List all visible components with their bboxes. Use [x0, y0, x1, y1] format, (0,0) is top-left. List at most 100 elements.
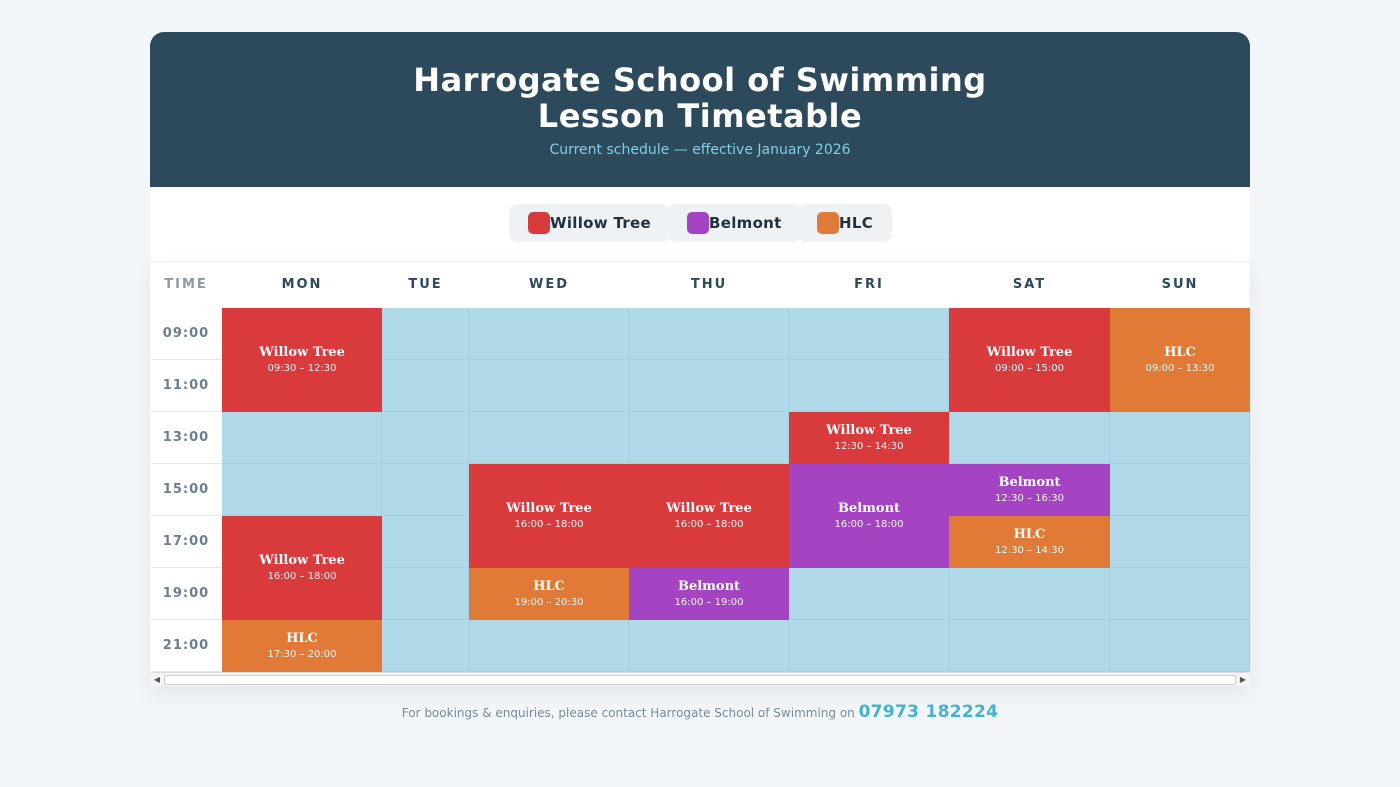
column-header-time: TIME — [164, 277, 208, 292]
empty-slot-thu[interactable] — [629, 412, 789, 464]
lesson-venue: Belmont — [837, 500, 901, 516]
time-label: 15:00 — [150, 464, 222, 516]
time-label: 19:00 — [150, 568, 222, 620]
lesson-block-willow-tree[interactable]: Willow Tree 16:00 – 18:00 — [469, 464, 629, 568]
lesson-block-willow-tree[interactable]: Willow Tree 16:00 – 18:00 — [629, 464, 789, 568]
lesson-block-belmont[interactable]: Belmont 16:00 – 19:00 — [629, 568, 789, 620]
time-label: 21:00 — [150, 620, 222, 672]
empty-slot-fri[interactable] — [789, 568, 949, 620]
lesson-venue: Willow Tree — [666, 500, 752, 516]
lesson-block-willow-tree[interactable]: Willow Tree 16:00 – 18:00 — [222, 516, 382, 620]
scroll-right-arrow-icon[interactable]: ▶ — [1239, 675, 1247, 684]
empty-slot-wed[interactable] — [469, 360, 629, 412]
column-header-fri: FRI — [854, 277, 884, 292]
lesson-time: 16:00 – 18:00 — [514, 518, 584, 530]
empty-slot-mon[interactable] — [222, 464, 382, 516]
lesson-block-hlc[interactable]: HLC 09:00 – 13:30 — [1110, 308, 1250, 412]
footer-text: For bookings & enquiries, please contact… — [401, 706, 855, 720]
phone-number-link[interactable]: 07973 182224 — [858, 702, 999, 722]
empty-slot-wed[interactable] — [469, 308, 629, 360]
lesson-time: 16:00 – 18:00 — [674, 518, 744, 530]
empty-slot-mon[interactable] — [222, 412, 382, 464]
lesson-venue: Willow Tree — [986, 344, 1073, 360]
empty-slot-sun[interactable] — [1110, 412, 1250, 464]
lesson-block-willow-tree[interactable]: Willow Tree 09:00 – 15:00 — [949, 308, 1110, 412]
legend-swatch-belmont — [687, 212, 709, 234]
empty-slot-tue[interactable] — [382, 620, 469, 672]
lesson-venue: HLC — [533, 578, 565, 594]
empty-slot-sun[interactable] — [1110, 464, 1250, 516]
legend-item-willow-tree: Willow Tree — [509, 204, 670, 242]
horizontal-scrollbar[interactable]: ◀ ▶ — [150, 672, 1250, 686]
lesson-venue: HLC — [1013, 526, 1046, 542]
empty-slot-sun[interactable] — [1110, 516, 1250, 568]
column-header-thu: THU — [690, 277, 728, 292]
lesson-block-hlc[interactable]: HLC 12:30 – 14:30 — [949, 516, 1110, 568]
lesson-block-hlc[interactable]: HLC 17:30 – 20:00 — [222, 620, 382, 672]
empty-slot-thu[interactable] — [629, 308, 789, 360]
empty-slot-tue[interactable] — [382, 516, 469, 568]
empty-slot-wed[interactable] — [469, 412, 629, 464]
legend-label: Willow Tree — [550, 214, 651, 232]
lesson-time: 16:00 – 18:00 — [834, 518, 904, 530]
lesson-block-belmont[interactable]: Belmont 12:30 – 16:30 — [949, 464, 1110, 516]
lesson-time: 12:30 – 16:30 — [995, 492, 1064, 504]
lesson-time: 16:00 – 19:00 — [674, 596, 744, 608]
empty-slot-sun[interactable] — [1110, 620, 1250, 672]
lesson-venue: HLC — [286, 630, 318, 646]
timetable-header: Harrogate School of Swimming Lesson Time… — [150, 32, 1250, 187]
legend-swatch-hlc — [817, 212, 839, 234]
timetable-header-row: TIME MON TUE WED THU FRI SAT SUN — [150, 262, 1250, 309]
lesson-time: 17:30 – 20:00 — [267, 648, 337, 660]
empty-slot-tue[interactable] — [382, 464, 469, 516]
empty-slot-wed[interactable] — [469, 620, 629, 672]
timetable-grid[interactable]: TIME MON TUE WED THU FRI SAT SUN 09:00 11… — [150, 262, 1250, 686]
time-label: 13:00 — [150, 412, 222, 464]
scrollbar-thumb[interactable] — [164, 675, 1236, 685]
lesson-time: 09:00 – 13:30 — [1145, 362, 1215, 374]
empty-slot-thu[interactable] — [629, 360, 789, 412]
legend-item-hlc: HLC — [798, 204, 893, 242]
lesson-block-willow-tree[interactable]: Willow Tree 09:30 – 12:30 — [222, 308, 382, 412]
footer-contact: For bookings & enquiries, please contact… — [150, 702, 1250, 722]
empty-slot-sat[interactable] — [949, 620, 1110, 672]
lesson-time: 12:30 – 14:30 — [834, 440, 904, 452]
lesson-venue: Willow Tree — [259, 344, 345, 360]
page-subtitle: Current schedule — effective January 202… — [549, 142, 851, 158]
lesson-block-hlc[interactable]: HLC 19:00 – 20:30 — [469, 568, 629, 620]
time-label: 17:00 — [150, 516, 222, 568]
column-header-sat: SAT — [1012, 277, 1047, 292]
page-title-line-1: Harrogate School of Swimming — [413, 61, 987, 99]
lesson-time: 16:00 – 18:00 — [267, 570, 337, 582]
empty-slot-tue[interactable] — [382, 412, 469, 464]
time-label: 11:00 — [150, 360, 222, 412]
legend-swatch-willow-tree — [528, 212, 550, 234]
legend-label: HLC — [839, 214, 874, 232]
lesson-block-belmont[interactable]: Belmont 16:00 – 18:00 — [789, 464, 949, 568]
column-header-tue: TUE — [408, 277, 443, 292]
empty-slot-sun[interactable] — [1110, 568, 1250, 620]
legend-label: Belmont — [709, 214, 782, 232]
lesson-time: 09:00 – 15:00 — [995, 362, 1064, 374]
column-header-wed: WED — [528, 277, 569, 292]
column-header-mon: MON — [281, 277, 323, 292]
lesson-venue: Belmont — [998, 474, 1061, 490]
empty-slot-fri[interactable] — [789, 360, 949, 412]
lesson-time: 12:30 – 14:30 — [995, 544, 1064, 556]
legend: Willow Tree Belmont HLC — [150, 187, 1250, 261]
scroll-left-arrow-icon[interactable]: ◀ — [153, 675, 161, 684]
empty-slot-thu[interactable] — [629, 620, 789, 672]
lesson-block-willow-tree[interactable]: Willow Tree 12:30 – 14:30 — [789, 412, 949, 464]
legend-item-belmont: Belmont — [668, 204, 801, 242]
lesson-venue: Willow Tree — [259, 552, 345, 568]
empty-slot-sat[interactable] — [949, 412, 1110, 464]
empty-slot-sat[interactable] — [949, 568, 1110, 620]
empty-slot-fri[interactable] — [789, 620, 949, 672]
lesson-venue: Belmont — [677, 578, 741, 594]
empty-slot-tue[interactable] — [382, 360, 469, 412]
empty-slot-tue[interactable] — [382, 308, 469, 360]
empty-slot-fri[interactable] — [789, 308, 949, 360]
timetable-card: Harrogate School of Swimming Lesson Time… — [150, 32, 1250, 722]
time-label: 09:00 — [150, 308, 222, 360]
empty-slot-tue[interactable] — [382, 568, 469, 620]
